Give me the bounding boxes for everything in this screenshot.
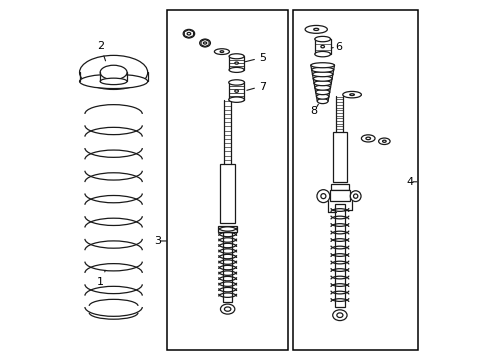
Circle shape xyxy=(353,194,357,198)
Ellipse shape xyxy=(80,55,147,89)
Ellipse shape xyxy=(312,72,332,77)
Ellipse shape xyxy=(316,94,328,99)
Circle shape xyxy=(320,194,325,199)
Ellipse shape xyxy=(100,78,127,85)
Ellipse shape xyxy=(234,90,238,92)
Ellipse shape xyxy=(220,304,234,314)
Ellipse shape xyxy=(228,54,244,59)
Bar xyxy=(329,190,349,201)
Bar xyxy=(332,132,346,182)
Bar xyxy=(330,184,348,190)
Bar xyxy=(218,226,237,232)
Text: 1: 1 xyxy=(97,270,105,287)
Ellipse shape xyxy=(224,307,230,311)
Ellipse shape xyxy=(187,32,190,35)
Ellipse shape xyxy=(183,30,194,38)
Ellipse shape xyxy=(228,80,244,85)
Bar xyxy=(334,204,344,307)
Ellipse shape xyxy=(349,94,354,95)
Text: 6: 6 xyxy=(334,42,341,51)
Ellipse shape xyxy=(228,67,244,72)
Circle shape xyxy=(316,190,329,203)
Text: 8: 8 xyxy=(309,106,317,116)
Ellipse shape xyxy=(313,76,331,81)
Bar xyxy=(220,164,234,223)
Ellipse shape xyxy=(80,74,147,89)
Ellipse shape xyxy=(203,42,206,44)
Ellipse shape xyxy=(342,91,361,98)
Ellipse shape xyxy=(228,97,244,102)
Ellipse shape xyxy=(220,51,223,53)
Ellipse shape xyxy=(314,36,330,42)
Text: 7: 7 xyxy=(259,82,266,92)
Polygon shape xyxy=(184,30,193,38)
Ellipse shape xyxy=(311,67,333,72)
Ellipse shape xyxy=(305,26,326,33)
Text: 2: 2 xyxy=(97,41,105,61)
Ellipse shape xyxy=(320,45,324,48)
Ellipse shape xyxy=(310,63,334,68)
Ellipse shape xyxy=(314,85,330,90)
Text: 5: 5 xyxy=(259,53,266,63)
Ellipse shape xyxy=(382,140,386,142)
Ellipse shape xyxy=(234,62,238,64)
Ellipse shape xyxy=(214,49,229,54)
Ellipse shape xyxy=(365,137,370,140)
Text: 3: 3 xyxy=(154,236,161,246)
Ellipse shape xyxy=(100,65,127,80)
Ellipse shape xyxy=(317,99,327,104)
Ellipse shape xyxy=(332,310,346,320)
Text: 4: 4 xyxy=(406,177,413,187)
Bar xyxy=(223,232,232,302)
Ellipse shape xyxy=(361,135,374,142)
Ellipse shape xyxy=(336,313,342,318)
Bar xyxy=(292,10,418,350)
Ellipse shape xyxy=(314,51,330,57)
Bar xyxy=(228,56,244,70)
Ellipse shape xyxy=(199,39,210,47)
Ellipse shape xyxy=(378,138,389,144)
Bar xyxy=(167,10,287,350)
Ellipse shape xyxy=(313,28,318,31)
Circle shape xyxy=(349,191,360,202)
Ellipse shape xyxy=(313,81,330,86)
Bar xyxy=(228,82,244,100)
Polygon shape xyxy=(201,40,209,46)
Bar xyxy=(314,39,330,54)
Ellipse shape xyxy=(315,90,329,95)
